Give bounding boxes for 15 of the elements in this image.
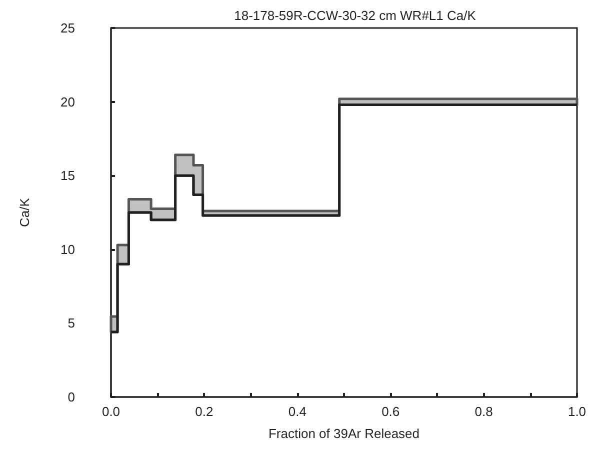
x-tick-label: 0.4 bbox=[288, 404, 306, 419]
x-axis-title: Fraction of 39Ar Released bbox=[268, 426, 420, 441]
x-tick-label: 0.8 bbox=[474, 404, 493, 419]
y-tick-label: 0 bbox=[68, 390, 75, 404]
y-tick-label: 10 bbox=[60, 242, 75, 257]
x-tick-label: 0.6 bbox=[382, 404, 400, 419]
y-axis-title: Ca/K bbox=[17, 198, 32, 227]
x-tick-label: 0.0 bbox=[102, 404, 120, 419]
y-tick-label: 20 bbox=[60, 94, 75, 110]
chart-title: 18-178-59R-CCW-30-32 cm WR#L1 Ca/K bbox=[234, 8, 476, 23]
x-tick-label: 0.2 bbox=[195, 404, 214, 419]
y-tick-label: 15 bbox=[60, 168, 75, 184]
x-tick-label: 1.0 bbox=[568, 404, 586, 419]
y-tick-label: 25 bbox=[60, 20, 75, 36]
y-tick-label: 5 bbox=[68, 316, 75, 331]
